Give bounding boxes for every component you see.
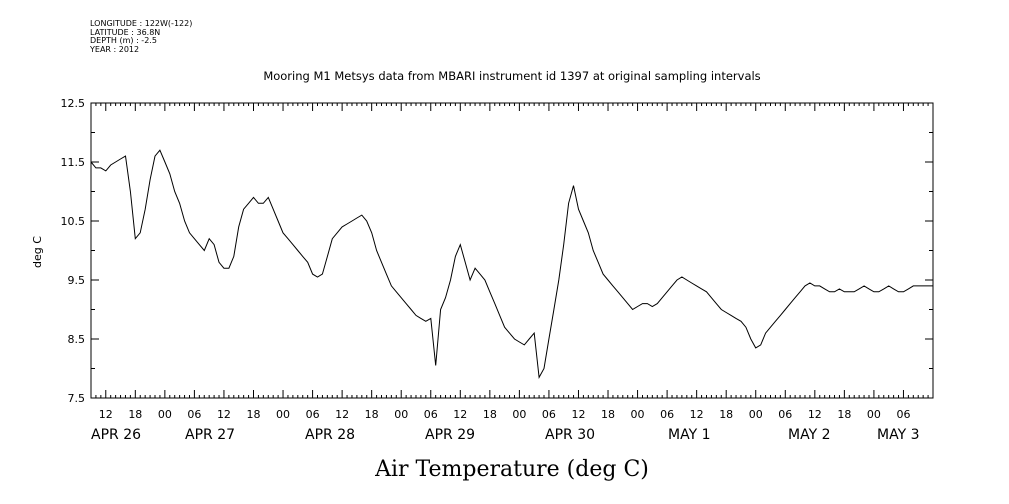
x-hour-label: 12 — [99, 408, 113, 421]
x-hour-label: 00 — [749, 408, 763, 421]
chart-title: Mooring M1 Metsys data from MBARI instru… — [263, 69, 760, 83]
y-tick-label: 7.5 — [68, 392, 86, 405]
y-tick-label: 12.5 — [61, 97, 86, 110]
x-hour-label: 18 — [837, 408, 851, 421]
y-axis-label: deg C — [31, 236, 44, 268]
x-hour-label: 12 — [571, 408, 585, 421]
x-hour-label: 12 — [335, 408, 349, 421]
x-hour-label: 06 — [187, 408, 201, 421]
x-axis: 12 18 00 06 12 18 00 06 12 18 00 06 12 18 00 06 12 18 00 06… — [91, 103, 929, 443]
x-hour-label: 00 — [394, 408, 408, 421]
y-tick-label: 8.5 — [68, 333, 86, 346]
longitude-label: LONGITUDE : 122W(-122) — [90, 19, 193, 28]
depth-label: DEPTH (m) : -2.5 — [90, 36, 157, 46]
x-hour-label: 18 — [246, 408, 260, 421]
x-hour-label: 06 — [424, 408, 438, 421]
x-hour-label: 12 — [690, 408, 704, 421]
x-date-label: APR 26 — [91, 427, 141, 443]
x-hour-label: 18 — [128, 408, 142, 421]
x-date-label: MAY 3 — [877, 427, 919, 443]
y-tick-label: 11.5 — [61, 156, 86, 169]
y-tick-label: 9.5 — [68, 274, 86, 287]
x-hour-label: 00 — [867, 408, 881, 421]
y-axis: 12.5 11.5 10.5 9.5 8.5 7.5 — [61, 97, 933, 405]
temperature-series-line — [90, 149, 933, 380]
x-hour-label: 06 — [542, 408, 556, 421]
x-hour-label: 12 — [453, 408, 467, 421]
x-hour-label: 00 — [631, 408, 645, 421]
x-hour-label: 00 — [512, 408, 526, 421]
metadata-block: LONGITUDE : 122W(-122) LATITUDE : 36.8N … — [90, 19, 193, 54]
x-hour-label: 06 — [306, 408, 320, 421]
series-group — [90, 149, 933, 380]
year-label: YEAR : 2012 — [90, 44, 140, 54]
x-hour-label: 18 — [483, 408, 497, 421]
x-date-label: APR 30 — [545, 427, 595, 443]
bottom-title: Air Temperature (deg C) — [374, 457, 649, 482]
x-hour-label: 12 — [217, 408, 231, 421]
latitude-label: LATITUDE : 36.8N — [90, 27, 161, 37]
y-tick-label: 10.5 — [61, 215, 86, 228]
x-hour-label: 06 — [660, 408, 674, 421]
x-date-label: MAY 1 — [668, 427, 710, 443]
x-hour-label: 06 — [778, 408, 792, 421]
plot-frame — [90, 102, 934, 399]
x-hour-label: 06 — [896, 408, 910, 421]
x-hour-label: 12 — [808, 408, 822, 421]
x-hour-label: 18 — [365, 408, 379, 421]
x-date-label: MAY 2 — [788, 427, 830, 443]
x-date-label: APR 27 — [185, 427, 235, 443]
x-hour-label: 18 — [719, 408, 733, 421]
x-hour-label: 00 — [158, 408, 172, 421]
x-date-label: APR 28 — [305, 427, 355, 443]
x-date-label: APR 29 — [425, 427, 475, 443]
x-hour-label: 18 — [601, 408, 615, 421]
x-hour-label: 00 — [276, 408, 290, 421]
